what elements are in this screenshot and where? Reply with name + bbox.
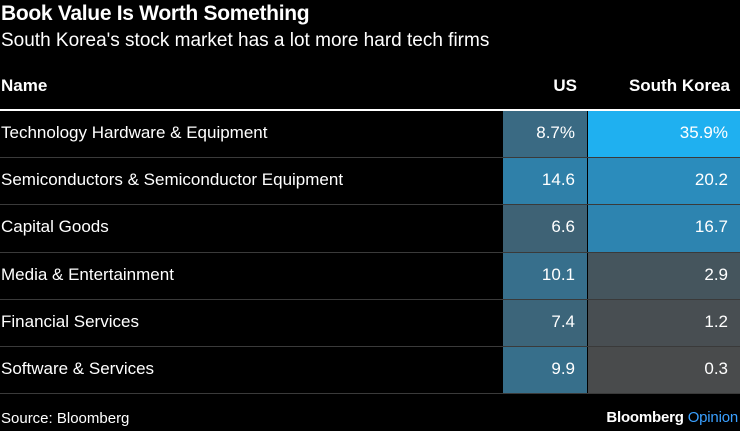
bloomberg-opinion-logo: Bloomberg Opinion xyxy=(606,409,738,426)
cell-south-korea-value: 16.7 xyxy=(694,217,728,237)
cell-us: 14.6 xyxy=(503,158,588,205)
cell-us-value: 8.7% xyxy=(536,123,575,142)
row-label: Semiconductors & Semiconductor Equipment xyxy=(1,170,344,190)
column-header-us: US xyxy=(553,76,577,95)
cell-us: 9.9 xyxy=(503,346,588,394)
column-header-south-korea: South Korea xyxy=(628,76,730,95)
cell-south-korea: 2.9 xyxy=(588,252,740,299)
cell-south-korea-value: 2.9 xyxy=(704,264,728,284)
cell-south-korea: 16.7 xyxy=(588,205,740,252)
table-row: Financial Services 7.4 1.2 xyxy=(0,299,740,347)
cell-us-value: 7.4 xyxy=(551,311,575,331)
cell-south-korea-value: 35.9% xyxy=(679,123,728,142)
row-label: Technology Hardware & Equipment xyxy=(1,123,268,142)
cell-us-value: 10.1 xyxy=(541,264,575,284)
table-header: Name US South Korea xyxy=(0,70,740,110)
cell-south-korea-value: 20.2 xyxy=(694,170,728,190)
cell-south-korea: 35.9% xyxy=(588,111,740,158)
table-row: Software & Services 9.9 0.3 xyxy=(0,346,740,395)
table-row: Semiconductors & Semiconductor Equipment… xyxy=(0,158,740,206)
cell-us: 7.4 xyxy=(503,299,588,346)
cell-us: 10.1 xyxy=(503,252,588,299)
cell-south-korea: 1.2 xyxy=(588,299,740,346)
cell-south-korea: 0.3 xyxy=(588,346,740,394)
cell-us: 6.6 xyxy=(503,205,588,252)
column-header-name: Name xyxy=(1,76,48,95)
cell-us: 8.7% xyxy=(503,111,588,158)
cell-us-value: 9.9 xyxy=(551,358,575,378)
cell-south-korea-value: 1.2 xyxy=(704,311,728,331)
source-note: Source: Bloomberg xyxy=(1,410,130,427)
row-label: Capital Goods xyxy=(1,217,109,237)
table-row: Media & Entertainment 10.1 2.9 xyxy=(0,252,740,300)
table-row: Technology Hardware & Equipment 8.7% 35.9% xyxy=(0,111,740,159)
cell-south-korea: 20.2 xyxy=(588,158,740,205)
cell-us-value: 14.6 xyxy=(541,170,575,190)
chart-title: Book Value Is Worth Something xyxy=(1,2,310,25)
header-divider xyxy=(0,109,740,111)
table-body: Technology Hardware & Equipment 8.7% 35.9%… xyxy=(0,111,740,395)
table-row: Capital Goods 6.6 16.7 xyxy=(0,205,740,253)
logo-suffix: Opinion xyxy=(687,409,739,426)
cell-south-korea-value: 0.3 xyxy=(704,358,728,378)
cell-us-value: 6.6 xyxy=(551,217,575,237)
row-label: Financial Services xyxy=(1,311,139,331)
logo-brand: Bloomberg xyxy=(606,409,684,426)
row-label: Software & Services xyxy=(1,358,155,378)
chart-subtitle: South Korea's stock market has a lot mor… xyxy=(1,30,490,51)
row-label: Media & Entertainment xyxy=(1,264,174,284)
